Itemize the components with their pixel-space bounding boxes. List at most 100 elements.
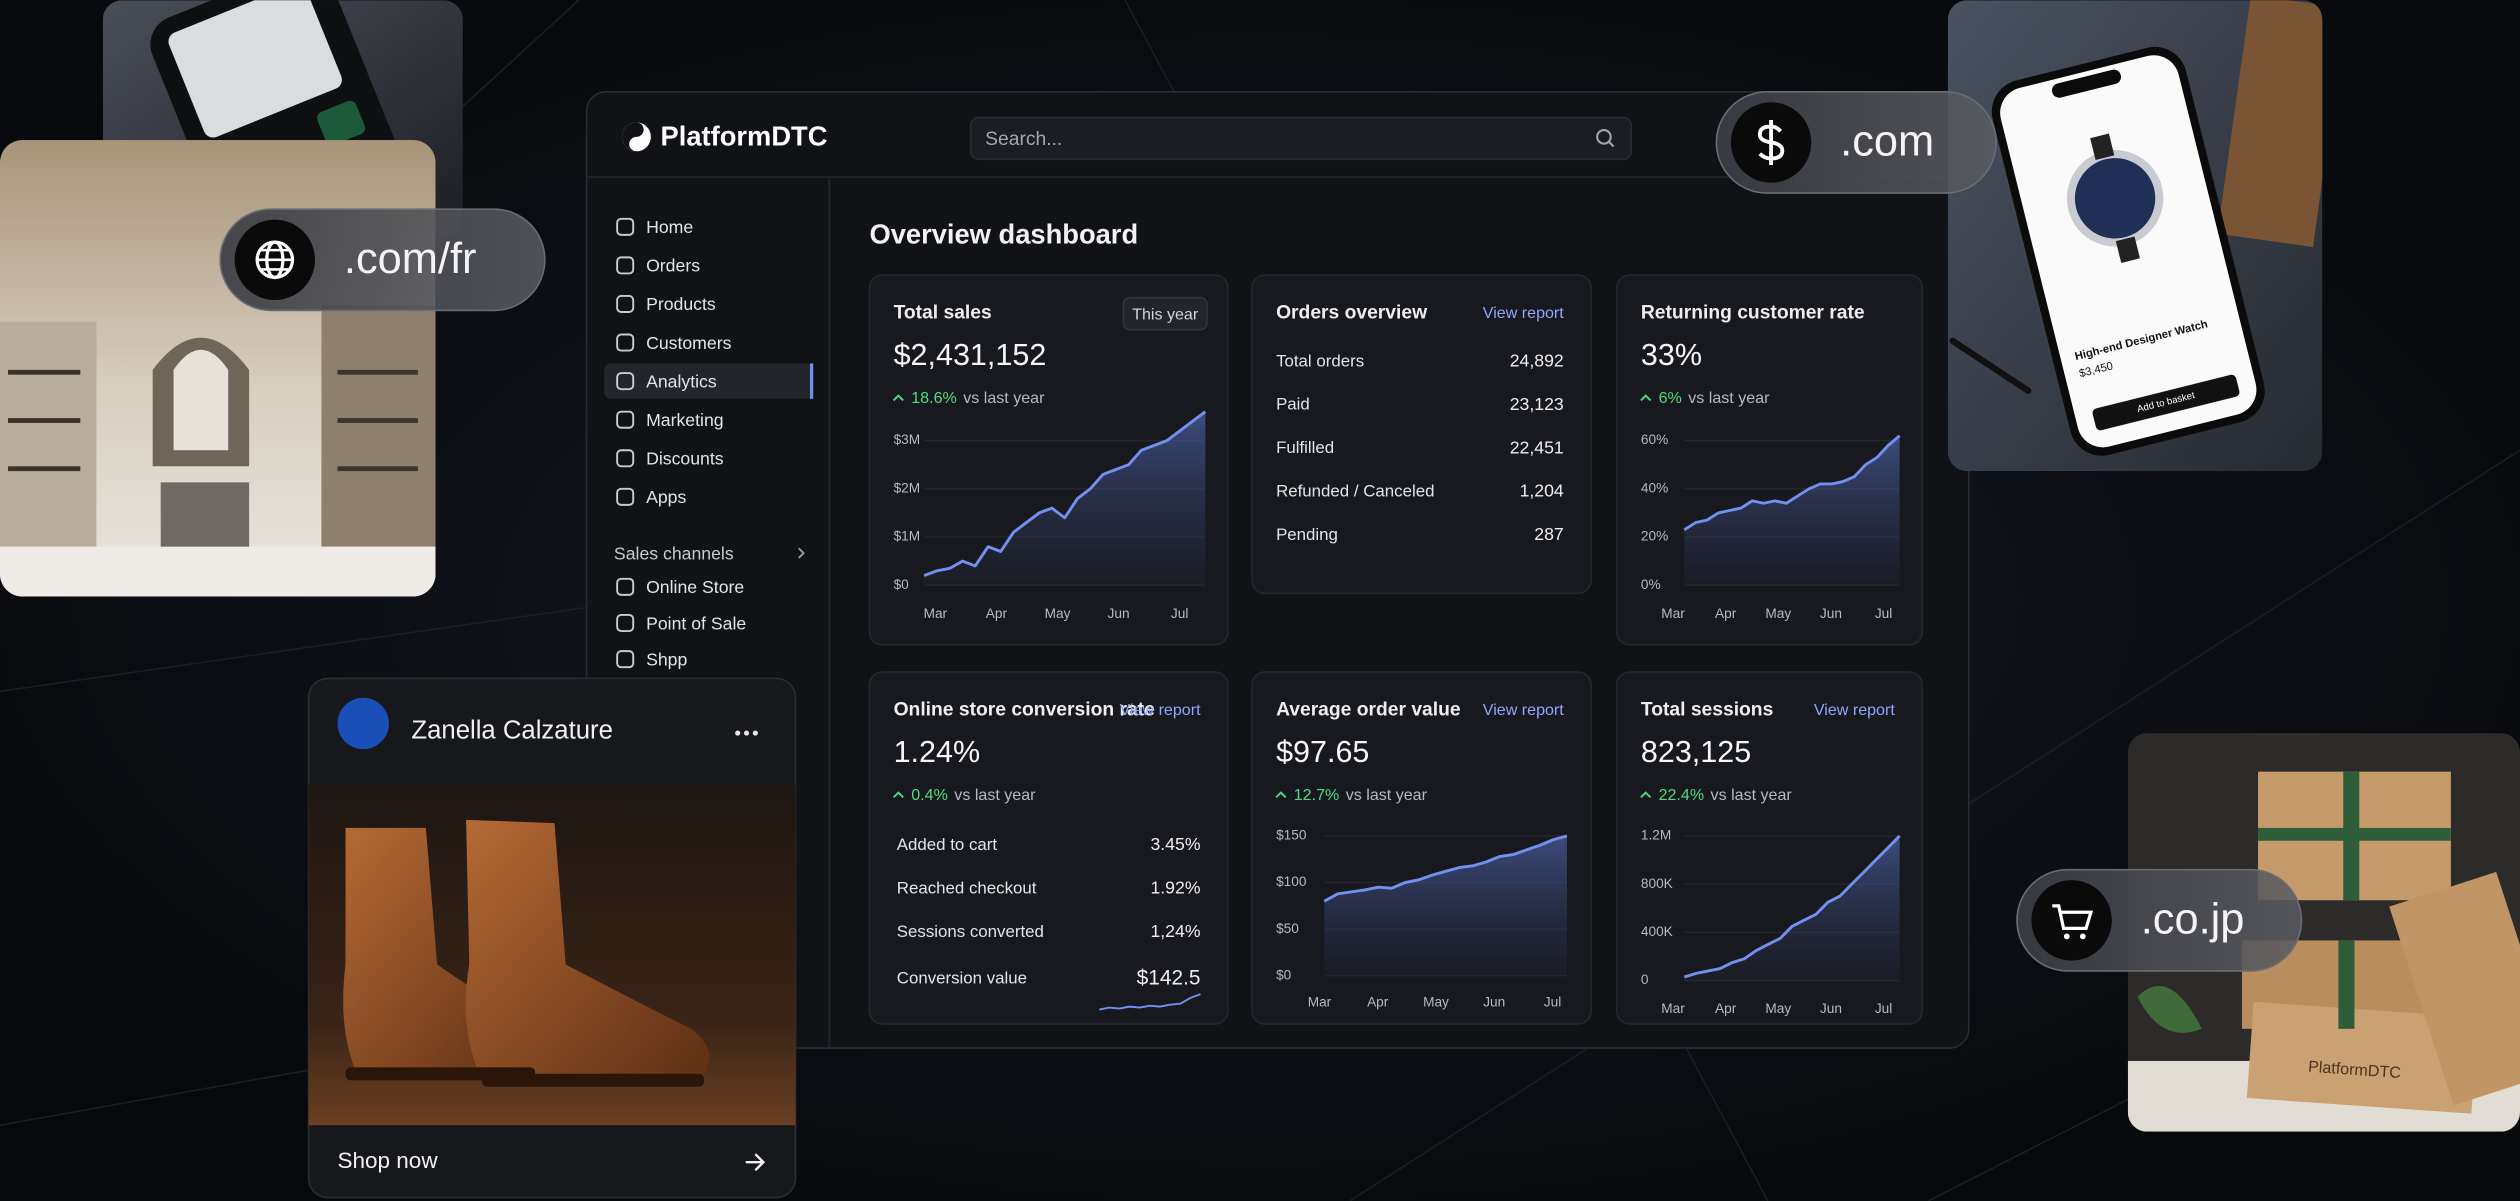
change-value: 22.4% bbox=[1659, 786, 1705, 804]
nav-item[interactable]: Home bbox=[616, 217, 693, 237]
card: Returning customer rate 33% 6% vs last year… bbox=[1615, 274, 1923, 646]
nav-item[interactable]: Marketing bbox=[616, 410, 724, 430]
change-caret bbox=[892, 394, 904, 402]
nav-icon bbox=[616, 372, 635, 391]
card-bg bbox=[868, 671, 1229, 1025]
change-label: vs last year bbox=[1711, 786, 1793, 804]
y-tick-label: $100 bbox=[1276, 874, 1307, 889]
nav-label: Customers bbox=[646, 333, 732, 353]
row-value: 24,892 bbox=[1510, 351, 1564, 371]
nav-item[interactable]: Analytics bbox=[604, 363, 814, 399]
cart-icon bbox=[2052, 904, 2094, 930]
chevron-icon bbox=[798, 547, 805, 559]
view-report-link[interactable]: View report bbox=[1483, 701, 1564, 719]
domain-label: .co.jp bbox=[2141, 895, 2245, 943]
nav-item[interactable]: Products bbox=[616, 294, 716, 314]
sparkline bbox=[1099, 993, 1201, 1011]
change-value: 6% bbox=[1659, 389, 1682, 407]
channel-item[interactable]: Point of Sale bbox=[616, 613, 746, 633]
nav-icon bbox=[616, 294, 635, 313]
x-tick-label: Mar bbox=[1661, 606, 1685, 621]
row-value: 3.45% bbox=[1150, 834, 1200, 854]
card: Total sales This year $2,431,152 18.6% vs la… bbox=[868, 274, 1229, 646]
y-tick-label: $1M bbox=[894, 529, 921, 544]
change-label: vs last year bbox=[963, 389, 1045, 407]
y-tick-label: $0 bbox=[1276, 967, 1292, 982]
sidebar: Home Orders Products Customers Analytics Mark… bbox=[604, 217, 814, 669]
y-tick-label: $50 bbox=[1276, 921, 1299, 936]
nav-icon bbox=[616, 333, 635, 352]
y-tick-label: $0 bbox=[894, 577, 910, 592]
x-tick-label: May bbox=[1765, 606, 1791, 621]
change-caret bbox=[892, 791, 904, 799]
arrow-icon bbox=[745, 1153, 766, 1172]
nav-item[interactable]: Customers bbox=[616, 333, 732, 353]
nav-item[interactable]: Apps bbox=[616, 487, 686, 507]
card-value: 1.24% bbox=[894, 735, 981, 769]
period-badge[interactable]: This year bbox=[1122, 296, 1208, 331]
dashboard: PlatformDTC Search... Overview dashboard… bbox=[585, 91, 1970, 1049]
x-tick-label: May bbox=[1765, 1001, 1791, 1016]
nav-icon bbox=[616, 487, 635, 506]
domain-pill: .com/fr bbox=[219, 208, 546, 312]
y-tick-label: 0% bbox=[1641, 577, 1661, 592]
area-fill bbox=[1684, 435, 1900, 586]
badge-label: This year bbox=[1132, 305, 1199, 323]
area-fill bbox=[1324, 835, 1567, 976]
channel-label: Point of Sale bbox=[646, 613, 746, 633]
x-tick-label: Apr bbox=[1715, 1001, 1737, 1016]
change-caret bbox=[1640, 791, 1652, 799]
nav-item[interactable]: Discounts bbox=[616, 449, 724, 469]
y-tick-label: 1.2M bbox=[1641, 828, 1671, 843]
nav-label: Analytics bbox=[646, 371, 717, 391]
x-tick-label: Jul bbox=[1171, 606, 1188, 621]
cards: Total sales This year $2,431,152 18.6% vs la… bbox=[868, 274, 1923, 1025]
view-report-link[interactable]: View report bbox=[1483, 304, 1564, 322]
card-value: 823,125 bbox=[1641, 735, 1751, 769]
search-placeholder: Search... bbox=[985, 129, 1062, 150]
row-value: 287 bbox=[1534, 524, 1563, 544]
view-report-link[interactable]: View report bbox=[1120, 701, 1201, 719]
y-tick-label: 40% bbox=[1641, 480, 1668, 495]
shop-now[interactable]: Shop now bbox=[338, 1148, 439, 1173]
card: Total sessions View report 823,125 22.4% vs … bbox=[1615, 671, 1923, 1025]
x-tick-label: Jun bbox=[1108, 606, 1130, 621]
channel-icon bbox=[616, 650, 635, 669]
x-tick-label: Jun bbox=[1483, 995, 1505, 1010]
y-tick-label: $150 bbox=[1276, 828, 1307, 843]
y-tick-label: $2M bbox=[894, 480, 921, 495]
card: Orders overview View report Total orders 24… bbox=[1251, 274, 1592, 595]
y-tick-label: 0 bbox=[1641, 972, 1649, 987]
channel-item[interactable]: Shpp bbox=[616, 649, 687, 669]
change-caret bbox=[1275, 791, 1287, 799]
channel-icon bbox=[616, 614, 635, 633]
nav-item[interactable]: Orders bbox=[616, 256, 700, 276]
chart-line bbox=[1323, 834, 1568, 903]
x-tick-label: Jul bbox=[1875, 606, 1892, 621]
view-report-link[interactable]: View report bbox=[1814, 701, 1895, 719]
brand-card: Zanella Calzature Shop now bbox=[307, 677, 797, 1199]
x-tick-label: Mar bbox=[1308, 995, 1332, 1010]
store-photo bbox=[0, 140, 436, 597]
x-tick-label: Jul bbox=[1544, 995, 1561, 1010]
row-value: 1,204 bbox=[1520, 481, 1564, 501]
x-tick-label: May bbox=[1423, 995, 1449, 1010]
row-label: Fulfilled bbox=[1276, 438, 1334, 457]
x-tick-label: Apr bbox=[1715, 606, 1737, 621]
more-menu[interactable] bbox=[735, 730, 758, 736]
card-value: 33% bbox=[1641, 338, 1702, 372]
domain-label: .com bbox=[1840, 118, 1934, 166]
row-label: Reached checkout bbox=[897, 878, 1037, 897]
x-tick-label: Apr bbox=[1367, 995, 1389, 1010]
nav-icon bbox=[616, 410, 635, 429]
search-box[interactable]: Search... bbox=[969, 116, 1633, 161]
area-fill bbox=[924, 411, 1206, 586]
row-label: Refunded / Canceled bbox=[1276, 481, 1434, 500]
card-title: Average order value bbox=[1276, 700, 1461, 721]
channel-item[interactable]: Online Store bbox=[616, 577, 744, 597]
card-title: Total sales bbox=[894, 303, 992, 324]
nav-active-bg bbox=[604, 363, 814, 399]
card-bg bbox=[1251, 274, 1592, 595]
